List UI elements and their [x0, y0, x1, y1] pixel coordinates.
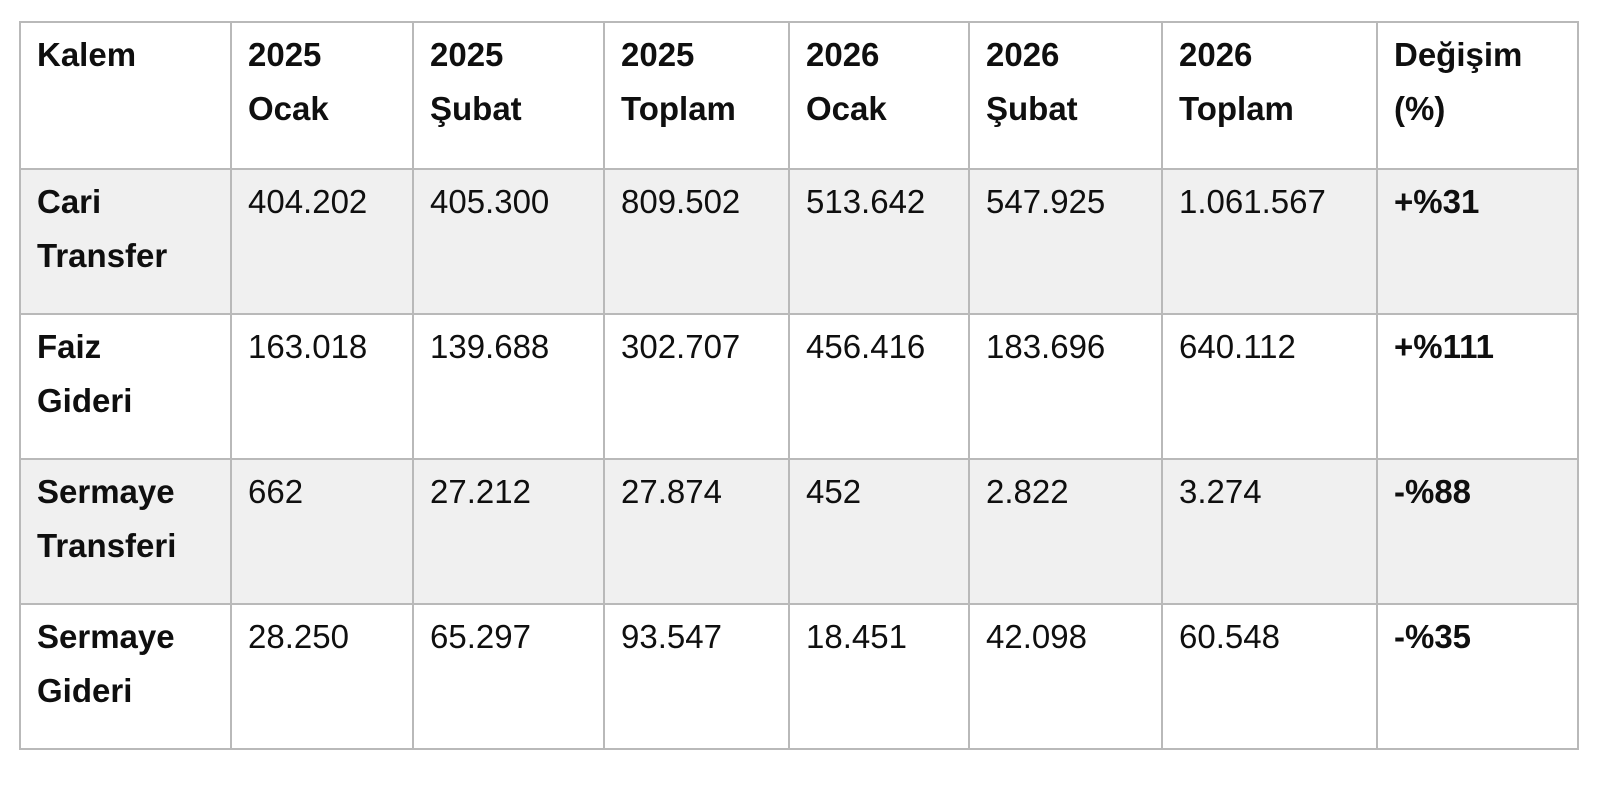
value-text: 18.451: [806, 618, 907, 655]
row-label-text: Gideri: [37, 672, 133, 709]
value-text: 2.822: [986, 473, 1069, 510]
value-text: 139.688: [430, 328, 550, 365]
header-label: Toplam: [621, 90, 736, 127]
value-text: 27.874: [621, 473, 722, 510]
header-label: 2025: [621, 36, 695, 73]
row-label-text: Transferi: [37, 527, 177, 564]
value-text: 640.112: [1179, 328, 1296, 365]
value-cell: 547.925: [968, 168, 1163, 315]
header-label: 2025: [248, 36, 322, 73]
value-cell: 183.696: [968, 313, 1163, 460]
value-text: 42.098: [986, 618, 1087, 655]
value-text: 513.642: [806, 183, 926, 220]
change-text: +%31: [1394, 183, 1480, 220]
value-text: 405.300: [430, 183, 550, 220]
header-label: 2025: [430, 36, 504, 73]
header-label: 2026: [1179, 36, 1253, 73]
header-label: Şubat: [986, 90, 1078, 127]
value-text: 452: [806, 473, 862, 510]
value-text: 183.696: [986, 328, 1106, 365]
table-row-faiz-gideri: Faiz Gideri 163.018 139.688 302.707 456.…: [19, 313, 1579, 460]
value-cell: 60.548: [1161, 603, 1378, 750]
table-row-cari-transfer: Cari Transfer 404.202 405.300 809.502 51…: [19, 168, 1579, 315]
value-text: 456.416: [806, 328, 926, 365]
value-text: 809.502: [621, 183, 741, 220]
value-cell: 18.451: [788, 603, 970, 750]
value-cell: 27.874: [603, 458, 790, 605]
value-cell: 3.274: [1161, 458, 1378, 605]
value-cell: 65.297: [412, 603, 605, 750]
change-text: -%88: [1394, 473, 1472, 510]
row-label: Sermaye Transferi: [19, 458, 232, 605]
value-cell: 513.642: [788, 168, 970, 315]
value-text: 404.202: [248, 183, 368, 220]
row-label: Sermaye Gideri: [19, 603, 232, 750]
change-text: +%111: [1394, 328, 1495, 365]
value-text: 27.212: [430, 473, 531, 510]
value-cell: 1.061.567: [1161, 168, 1378, 315]
header-cell-2026-ocak: 2026 Ocak: [788, 21, 970, 170]
header-cell-2025-toplam: 2025 Toplam: [603, 21, 790, 170]
header-label: 2026: [806, 36, 880, 73]
header-label: Kalem: [37, 36, 137, 73]
value-text: 28.250: [248, 618, 349, 655]
change-cell: +%31: [1376, 168, 1579, 315]
row-label-text: Sermaye: [37, 618, 175, 655]
row-label-text: Transfer: [37, 237, 168, 274]
value-cell: 405.300: [412, 168, 605, 315]
value-cell: 139.688: [412, 313, 605, 460]
budget-comparison-table: Kalem 2025 Ocak 2025 Şubat 2025 Toplam 2…: [19, 21, 1579, 750]
value-text: 163.018: [248, 328, 368, 365]
header-cell-degisim: Değişim (%): [1376, 21, 1579, 170]
change-cell: -%88: [1376, 458, 1579, 605]
change-cell: +%111: [1376, 313, 1579, 460]
value-cell: 640.112: [1161, 313, 1378, 460]
header-label: Şubat: [430, 90, 522, 127]
value-text: 65.297: [430, 618, 531, 655]
header-label: (%): [1394, 90, 1446, 127]
row-label-text: Faiz: [37, 328, 102, 365]
change-text: -%35: [1394, 618, 1472, 655]
value-text: 60.548: [1179, 618, 1280, 655]
header-label: Toplam: [1179, 90, 1294, 127]
row-label: Faiz Gideri: [19, 313, 232, 460]
value-cell: 302.707: [603, 313, 790, 460]
header-label: Ocak: [248, 90, 329, 127]
header-label: Değişim: [1394, 36, 1523, 73]
change-cell: -%35: [1376, 603, 1579, 750]
value-cell: 809.502: [603, 168, 790, 315]
value-cell: 2.822: [968, 458, 1163, 605]
value-cell: 28.250: [230, 603, 414, 750]
row-label-text: Gideri: [37, 382, 133, 419]
header-label: 2026: [986, 36, 1060, 73]
value-cell: 452: [788, 458, 970, 605]
value-cell: 662: [230, 458, 414, 605]
header-cell-2025-ocak: 2025 Ocak: [230, 21, 414, 170]
value-cell: 456.416: [788, 313, 970, 460]
header-cell-2025-subat: 2025 Şubat: [412, 21, 605, 170]
row-label: Cari Transfer: [19, 168, 232, 315]
value-cell: 163.018: [230, 313, 414, 460]
header-cell-2026-subat: 2026 Şubat: [968, 21, 1163, 170]
value-cell: 404.202: [230, 168, 414, 315]
value-text: 547.925: [986, 183, 1106, 220]
value-cell: 93.547: [603, 603, 790, 750]
row-label-text: Sermaye: [37, 473, 175, 510]
value-text: 302.707: [621, 328, 741, 365]
value-text: 662: [248, 473, 304, 510]
header-row: Kalem 2025 Ocak 2025 Şubat 2025 Toplam 2…: [19, 21, 1579, 170]
table-row-sermaye-transferi: Sermaye Transferi 662 27.212 27.874 452 …: [19, 458, 1579, 605]
value-text: 1.061.567: [1179, 183, 1326, 220]
header-label: Ocak: [806, 90, 887, 127]
value-cell: 42.098: [968, 603, 1163, 750]
header-cell-kalem: Kalem: [19, 21, 232, 170]
value-cell: 27.212: [412, 458, 605, 605]
row-label-text: Cari: [37, 183, 102, 220]
value-text: 93.547: [621, 618, 722, 655]
value-text: 3.274: [1179, 473, 1262, 510]
table-row-sermaye-gideri: Sermaye Gideri 28.250 65.297 93.547 18.4…: [19, 603, 1579, 750]
header-cell-2026-toplam: 2026 Toplam: [1161, 21, 1378, 170]
